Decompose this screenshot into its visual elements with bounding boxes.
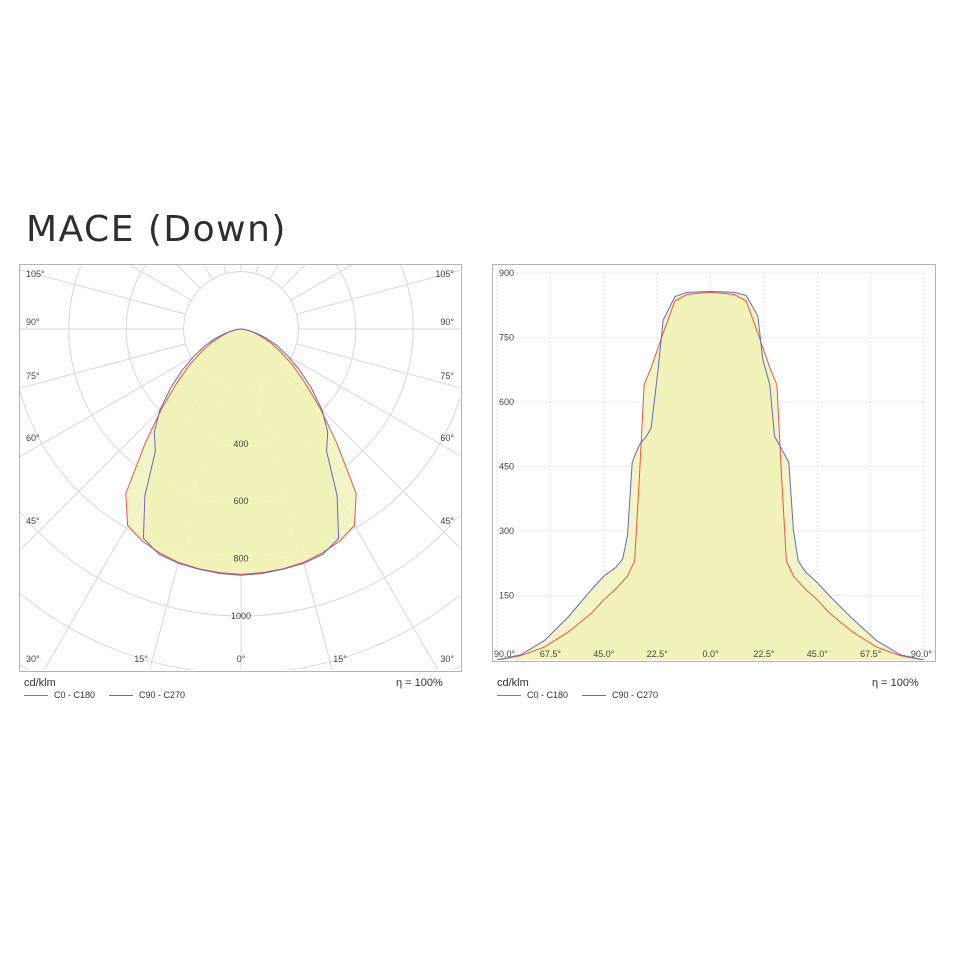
- linear-fill-c0-c180: [497, 292, 924, 660]
- polar-radial-tick: 800: [233, 554, 248, 564]
- legend-swatch-c0-c180: [24, 694, 48, 696]
- polar-radial-tick: 600: [233, 496, 248, 506]
- linear-x-tick: 67.5°: [860, 649, 882, 659]
- linear-x-tick: 22.5°: [647, 649, 669, 659]
- linear-curve-c90-c270: [496, 290, 925, 660]
- linear-chart-panel: 150 300 450 600 750 900 90.0° 67.5° 45.0° 22.5° 0.…: [492, 264, 936, 662]
- polar-angle-label-right: 45°: [440, 516, 454, 526]
- linear-x-tick: 45.0°: [807, 649, 829, 659]
- legend-swatch-c90-c270: [582, 694, 607, 696]
- linear-x-tick: 0.0°: [702, 649, 719, 659]
- polar-angle-label-bottom: 15°: [134, 654, 148, 664]
- linear-y-tick: 600: [499, 397, 514, 407]
- linear-y-tick: 750: [499, 333, 514, 343]
- linear-y-tick: 300: [499, 526, 514, 536]
- linear-y-tick: 900: [499, 268, 514, 278]
- linear-x-tick: 90.0°: [494, 649, 516, 659]
- polar-chart-panel: 400 600 800 1000 105° 90° 75° 60° 45° 30° 105° 90° 7…: [19, 264, 462, 672]
- polar-fill-c90-c270: [143, 329, 339, 576]
- polar-grid-spoke: [296, 269, 460, 315]
- polar-angle-label-right: 90°: [440, 317, 454, 327]
- legend-label-c90-c270: C90 - C270: [612, 690, 659, 700]
- linear-y-tick: 150: [499, 591, 514, 601]
- polar-grid-spoke: [20, 369, 201, 551]
- linear-y-tick: 450: [499, 462, 514, 472]
- linear-x-tick: 45.0°: [593, 649, 615, 659]
- legend-item-c0-c180: C0 - C180: [497, 690, 568, 700]
- polar-angle-label-right: 105°: [435, 269, 454, 279]
- polar-angle-label-left: 90°: [26, 317, 40, 327]
- polar-angle-label-bottom: 15°: [333, 654, 347, 664]
- linear-x-tick: 22.5°: [753, 649, 775, 659]
- polar-grid-spoke: [281, 265, 306, 289]
- legend-label-c0-c180: C0 - C180: [54, 690, 96, 700]
- polar-grid: [20, 265, 460, 670]
- linear-curve-c0-c180: [496, 291, 925, 660]
- linear-x-tick: 90.0°: [911, 649, 933, 659]
- polar-curve-c0-c180: [125, 328, 357, 575]
- polar-radial-tick: 400: [233, 439, 248, 449]
- legend-item-c0-c180: C0 - C180: [24, 690, 95, 700]
- polar-grid-spoke: [129, 265, 192, 301]
- legend-swatch-c0-c180: [497, 694, 521, 696]
- polar-angle-label-right: 60°: [440, 433, 454, 443]
- polar-grid-spoke: [296, 343, 460, 389]
- polar-grid-spoke: [20, 357, 192, 458]
- page-title: MACE (Down): [26, 209, 287, 250]
- polar-angle-label-left: 105°: [26, 269, 45, 279]
- polar-legend: C0 - C180 C90 - C270: [24, 690, 199, 700]
- polar-grid-spoke: [290, 357, 460, 457]
- polar-angle-label-left: 30°: [26, 654, 40, 664]
- polar-angle-label-bottom: 0°: [237, 654, 246, 664]
- linear-legend: C0 - C180 C90 - C270: [497, 690, 672, 700]
- legend-label-c0-c180: C0 - C180: [527, 690, 569, 700]
- polar-grid-spoke: [281, 369, 460, 549]
- polar-angle-label-right: 75°: [440, 371, 454, 381]
- legend-item-c90-c270: C90 - C270: [582, 690, 658, 700]
- polar-angle-label-left: 60°: [26, 433, 40, 443]
- polar-radial-tick: 1000: [231, 611, 251, 621]
- polar-curve-c90-c270: [142, 328, 340, 576]
- linear-x-tick: 67.5°: [540, 649, 562, 659]
- polar-grid-spoke: [20, 343, 186, 389]
- polar-chart: 400 600 800 1000 105° 90° 75° 60° 45° 30° 105° 90° 7…: [20, 265, 460, 670]
- linear-chart: 150 300 450 600 750 900 90.0° 67.5° 45.0° 22.5° 0.…: [494, 268, 933, 660]
- polar-angle-label-left: 75°: [26, 371, 40, 381]
- legend-label-c90-c270: C90 - C270: [139, 690, 186, 700]
- polar-grid-spoke: [20, 269, 186, 315]
- polar-angle-label-left: 45°: [26, 516, 40, 526]
- polar-unit-label: cd/klm: [24, 677, 56, 689]
- linear-efficiency-label: η = 100%: [872, 677, 919, 689]
- legend-swatch-c90-c270: [109, 694, 134, 696]
- legend-item-c90-c270: C90 - C270: [109, 690, 185, 700]
- polar-efficiency-label: η = 100%: [396, 677, 443, 689]
- linear-unit-label: cd/klm: [497, 677, 529, 689]
- polar-angle-label-right: 30°: [440, 654, 454, 664]
